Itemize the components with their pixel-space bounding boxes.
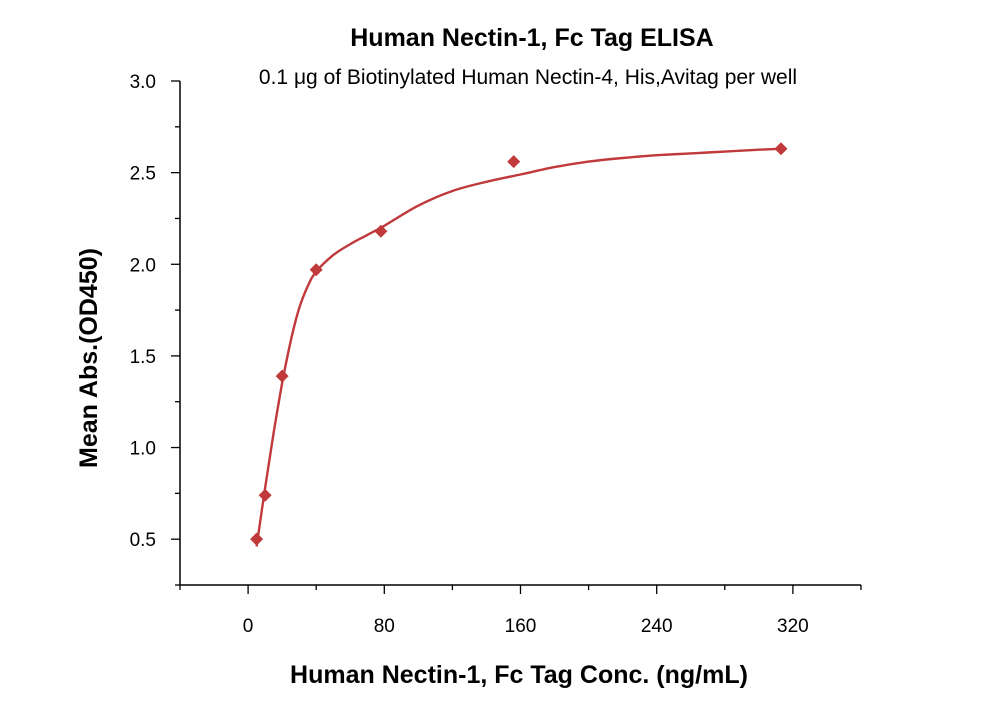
y-tick-label: 2.0 [130, 255, 156, 276]
y-tick-label: 2.5 [130, 164, 156, 185]
data-point [774, 142, 788, 156]
data-point [275, 369, 289, 383]
y-tick-label: 1.5 [130, 347, 156, 368]
x-tick-label: 160 [505, 616, 537, 637]
data-point [309, 263, 323, 277]
axes [179, 81, 861, 586]
chart-title: Human Nectin-1, Fc Tag ELISA [350, 24, 713, 52]
x-tick-label: 80 [374, 616, 395, 637]
y-axis-label: Mean Abs.(OD450) [75, 248, 103, 468]
data-point [507, 155, 521, 169]
x-tick-label: 0 [243, 616, 254, 637]
x-axis-ticks: 0 80 160 240 320 [179, 585, 862, 637]
data-point [250, 532, 264, 546]
y-tick-label: 0.5 [130, 530, 156, 551]
data-points-layer [250, 142, 788, 546]
fit-curve-layer [255, 147, 782, 547]
y-tick-label: 3.0 [130, 72, 156, 93]
x-tick-label: 240 [641, 616, 673, 637]
fit-curve [255, 147, 782, 547]
data-point [258, 488, 272, 502]
chart-subtitle: 0.1 μg of Biotinylated Human Nectin-4, H… [259, 66, 797, 89]
y-tick-label: 1.0 [130, 439, 156, 460]
x-axis-label: Human Nectin-1, Fc Tag Conc. (ng/mL) [290, 661, 748, 689]
y-axis-ticks: 0.5 1.0 1.5 2.0 2.5 3.0 [130, 72, 180, 586]
x-tick-label: 320 [777, 616, 809, 637]
data-point [374, 224, 388, 238]
